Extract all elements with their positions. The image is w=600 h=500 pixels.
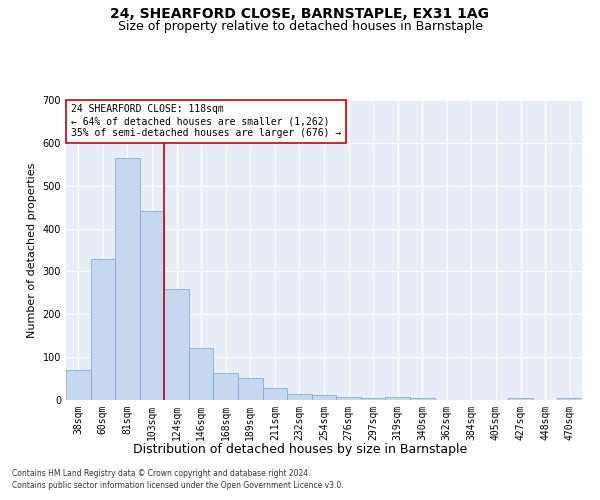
Text: Contains public sector information licensed under the Open Government Licence v3: Contains public sector information licen… <box>12 481 344 490</box>
Bar <box>238 378 263 400</box>
Text: Contains HM Land Registry data © Crown copyright and database right 2024.: Contains HM Land Registry data © Crown c… <box>12 468 311 477</box>
Text: Size of property relative to detached houses in Barnstaple: Size of property relative to detached ho… <box>118 20 482 33</box>
Bar <box>140 212 164 400</box>
Bar <box>312 396 336 400</box>
Bar <box>336 398 361 400</box>
Text: 24, SHEARFORD CLOSE, BARNSTAPLE, EX31 1AG: 24, SHEARFORD CLOSE, BARNSTAPLE, EX31 1A… <box>110 8 490 22</box>
Bar <box>508 398 533 400</box>
Bar <box>410 398 434 400</box>
Bar <box>91 258 115 400</box>
Text: 24 SHEARFORD CLOSE: 118sqm
← 64% of detached houses are smaller (1,262)
35% of s: 24 SHEARFORD CLOSE: 118sqm ← 64% of deta… <box>71 104 341 138</box>
Y-axis label: Number of detached properties: Number of detached properties <box>27 162 37 338</box>
Bar <box>164 290 189 400</box>
Bar <box>214 373 238 400</box>
Bar <box>189 348 214 400</box>
Bar <box>287 394 312 400</box>
Bar <box>361 398 385 400</box>
Bar <box>115 158 140 400</box>
Bar <box>263 388 287 400</box>
Bar <box>557 398 582 400</box>
Bar <box>385 397 410 400</box>
Text: Distribution of detached houses by size in Barnstaple: Distribution of detached houses by size … <box>133 442 467 456</box>
Bar <box>66 370 91 400</box>
